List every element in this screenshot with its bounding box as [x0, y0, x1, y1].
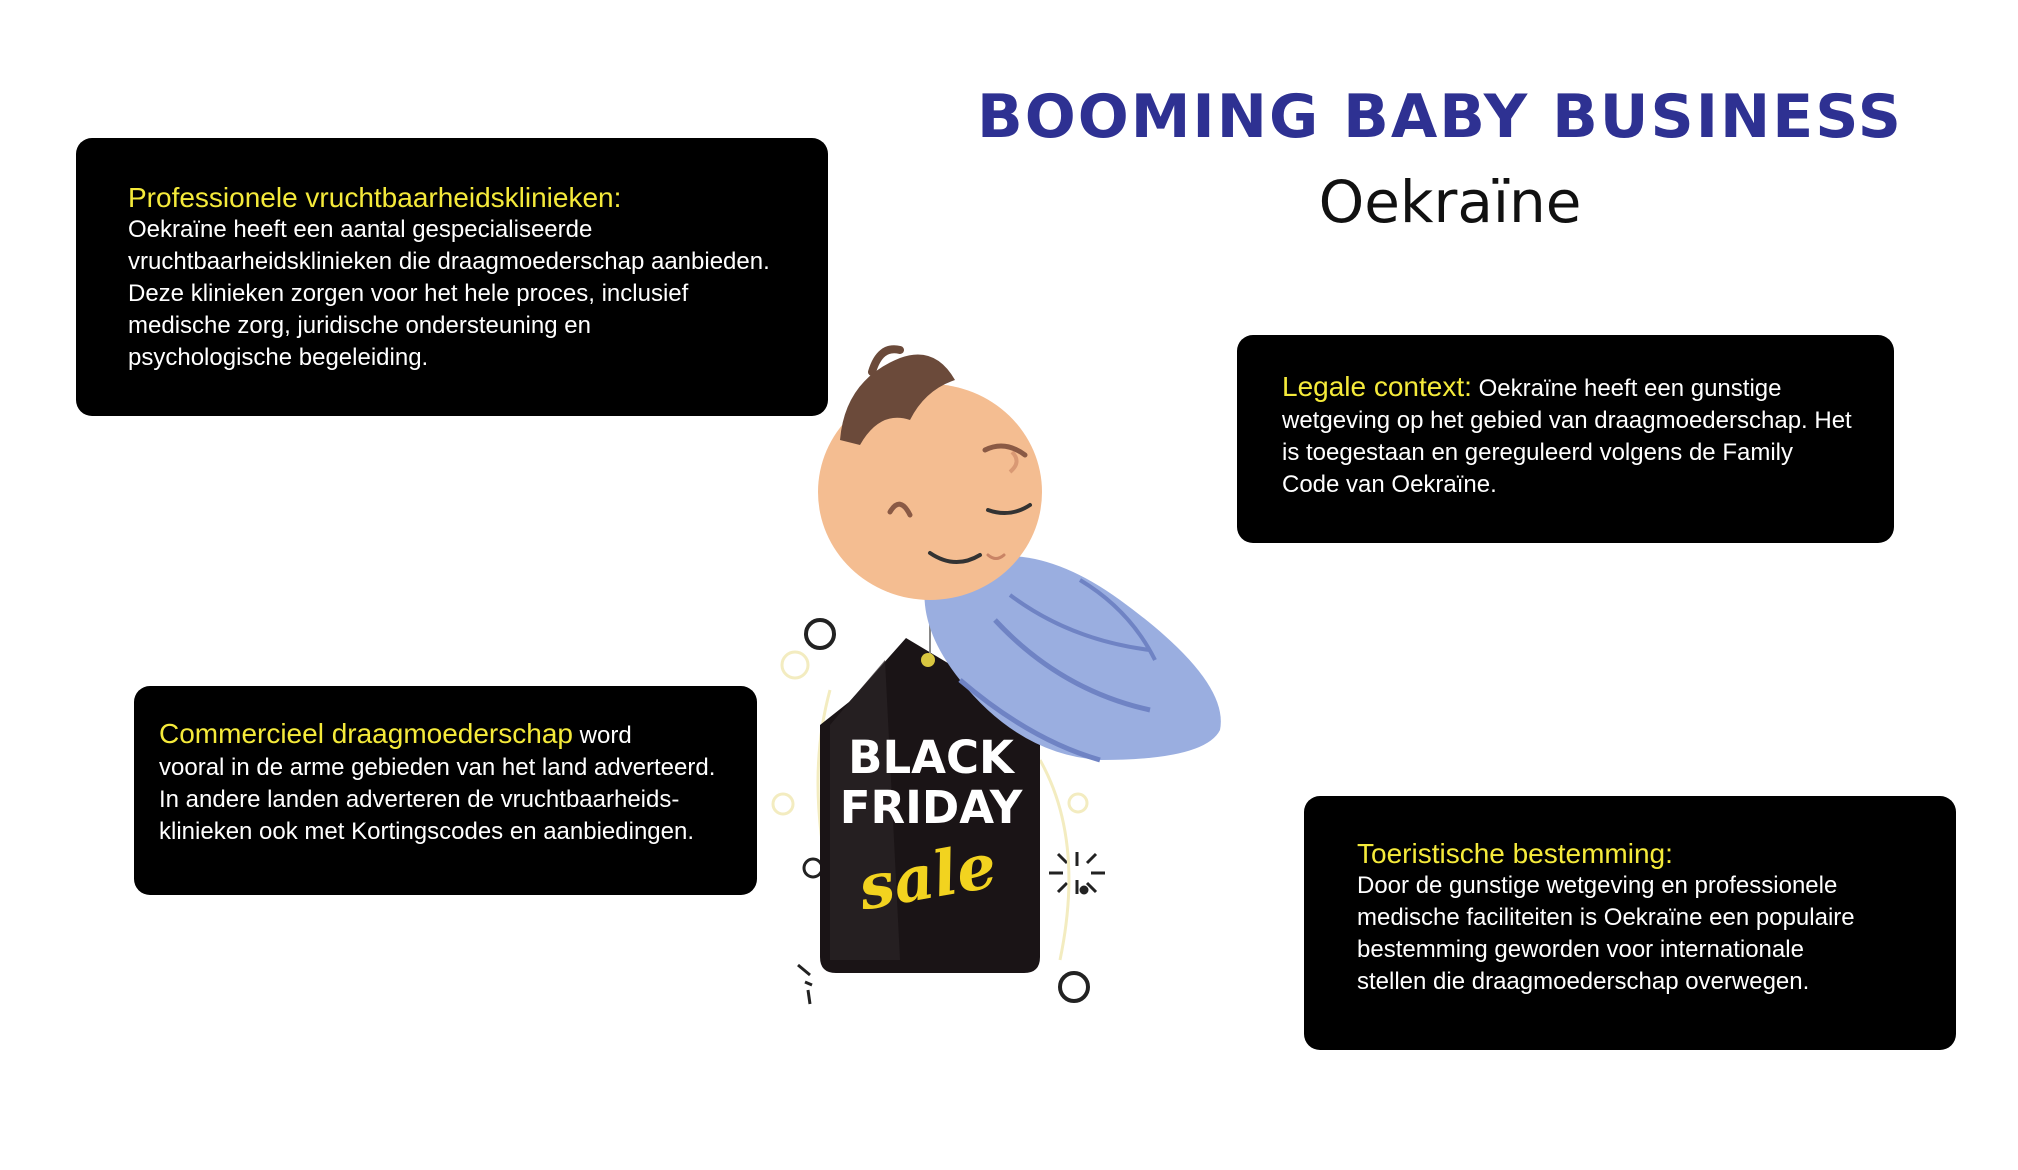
- page-title: BOOMING BABY BUSINESS: [976, 82, 1903, 152]
- card-body: Oekraïne heeft een gunstige wetgeving op…: [1282, 375, 1852, 498]
- card-heading: Legale context:: [1282, 371, 1472, 402]
- card-heading: Commercieel draagmoederschap: [159, 718, 573, 749]
- black-friday-tag: BLACK FRIDAY sale: [820, 615, 1040, 973]
- info-card-legal: Legale context: Oekraïne heeft een gunst…: [1237, 335, 1894, 543]
- card-heading: Professionele vruchtbaarheidsklinieken:: [128, 182, 622, 213]
- baby-illustration: BLACK FRIDAY sale: [771, 345, 1221, 1005]
- baby-head: [818, 345, 1042, 600]
- info-card-commercial: Commercieel draagmoederschap word vooral…: [134, 686, 757, 895]
- info-card-tourism: Toeristische bestemming: Door de gunstig…: [1304, 796, 1956, 1050]
- info-card-clinics: Professionele vruchtbaarheidsklinieken: …: [76, 138, 828, 416]
- decoration-sparkles: [797, 618, 1105, 1005]
- card-text: Legale context: Oekraïne heeft een gunst…: [1282, 371, 1882, 501]
- page-subtitle: Oekraïne: [1318, 168, 1582, 236]
- card-heading: Toeristische bestemming:: [1357, 838, 1673, 869]
- baby-blanket: [924, 555, 1221, 763]
- tag-text-black: BLACK: [848, 731, 1016, 784]
- card-body: Door de gunstige wetgeving en profession…: [1357, 872, 1855, 995]
- tag-text-friday: FRIDAY: [840, 781, 1024, 834]
- card-body: Oekraïne heeft een aantal gespecialiseer…: [128, 216, 770, 371]
- card-text: Commercieel draagmoederschap word vooral…: [159, 718, 747, 848]
- card-body: word vooral in de arme gebieden van het …: [159, 722, 716, 845]
